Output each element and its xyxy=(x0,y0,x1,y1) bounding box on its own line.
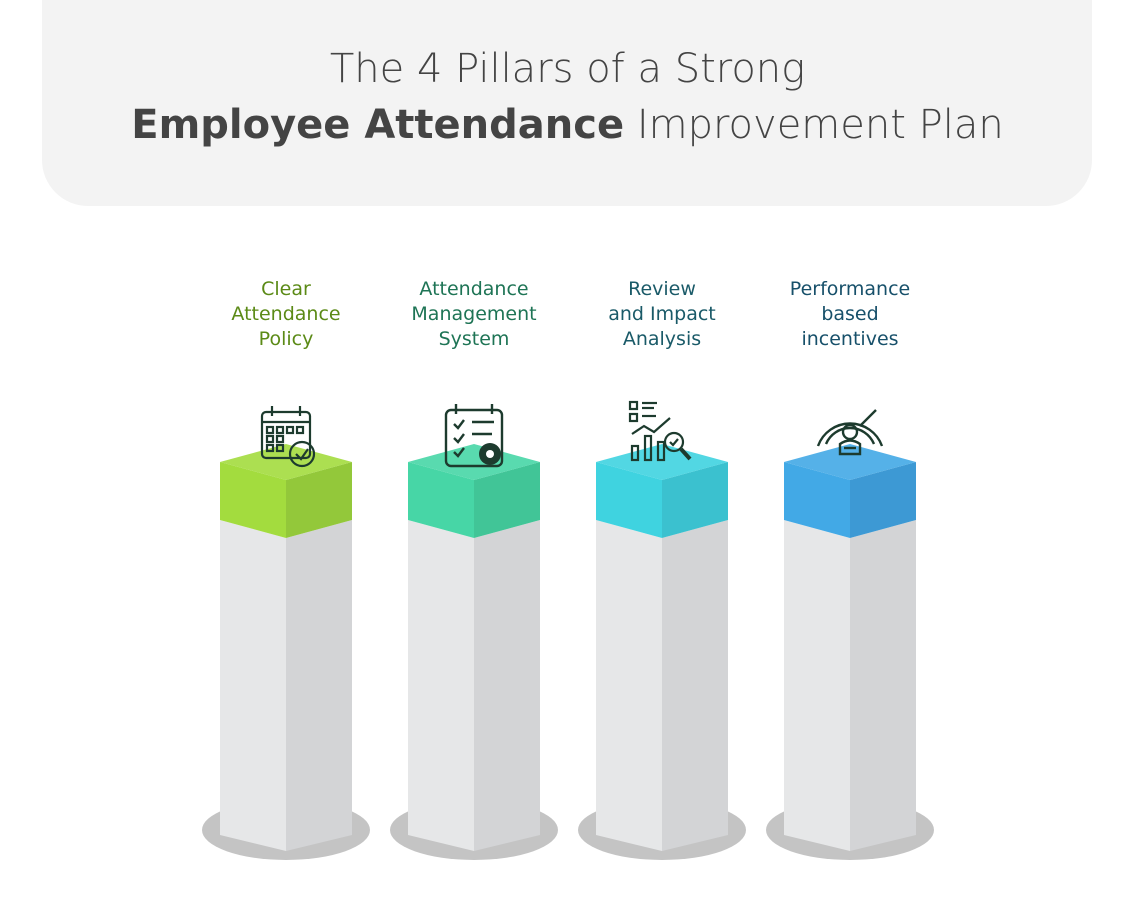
pillar-label-4: Performance based incentives xyxy=(765,277,935,352)
pillar-cap-left xyxy=(784,462,850,538)
chart-magnifier-icon xyxy=(628,400,692,462)
header-panel xyxy=(42,0,1092,206)
calendar-check-icon xyxy=(260,406,316,468)
pillar-column-left xyxy=(408,520,474,851)
pillar-label-line: Performance xyxy=(789,278,911,300)
pillar-cap-right xyxy=(286,462,352,538)
pillar-label-line: Attendance xyxy=(231,303,341,325)
pillar-column-right xyxy=(286,520,352,851)
pillar-label-2: Attendance Management System xyxy=(389,277,559,352)
pillar-column-right xyxy=(474,520,540,851)
title-bold: Employee Attendance xyxy=(131,102,625,148)
pillar-label-line: System xyxy=(438,328,510,350)
pillar-label-line: Clear xyxy=(261,278,311,300)
pillar-3 xyxy=(578,400,746,860)
checklist-gear-icon xyxy=(444,404,504,468)
pillar-2 xyxy=(390,404,558,860)
pillar-label-line: Analysis xyxy=(622,328,702,350)
title-line-2: Employee Attendance Improvement Plan xyxy=(0,102,1135,148)
pillar-cap-right xyxy=(850,462,916,538)
pillar-label-line: Management xyxy=(411,303,537,325)
title-rest: Improvement Plan xyxy=(624,102,1004,148)
pillar-column-left xyxy=(784,520,850,851)
pillar-cap-top xyxy=(408,444,540,480)
pillar-label-3: Review and Impact Analysis xyxy=(577,277,747,352)
pillar-cap-top xyxy=(784,444,916,480)
pillar-column-right xyxy=(662,520,728,851)
pillar-label-line: Attendance xyxy=(419,278,529,300)
pillar-label-line: and Impact xyxy=(608,303,716,325)
title-line-1: The 4 Pillars of a Strong xyxy=(329,46,806,92)
pillar-cap-top xyxy=(596,444,728,480)
pillar-column-left xyxy=(220,520,286,851)
pillar-4 xyxy=(766,409,934,860)
pillar-cap-top xyxy=(220,444,352,480)
pillar-cap-right xyxy=(662,462,728,538)
pillar-label-line: Policy xyxy=(258,328,314,350)
pillar-cap-left xyxy=(220,462,286,538)
pillar-label-1: Clear Attendance Policy xyxy=(201,277,371,352)
pillar-label-line: incentives xyxy=(801,328,899,350)
performance-gauge-icon xyxy=(816,409,884,456)
pillar-column-left xyxy=(596,520,662,851)
pillar-label-line: Review xyxy=(628,278,696,300)
pillar-cap-left xyxy=(408,462,474,538)
pillar-1 xyxy=(202,406,370,860)
pillar-cap-right xyxy=(474,462,540,538)
pillar-label-line: based xyxy=(821,303,879,325)
pillar-column-right xyxy=(850,520,916,851)
pillar-cap-left xyxy=(596,462,662,538)
